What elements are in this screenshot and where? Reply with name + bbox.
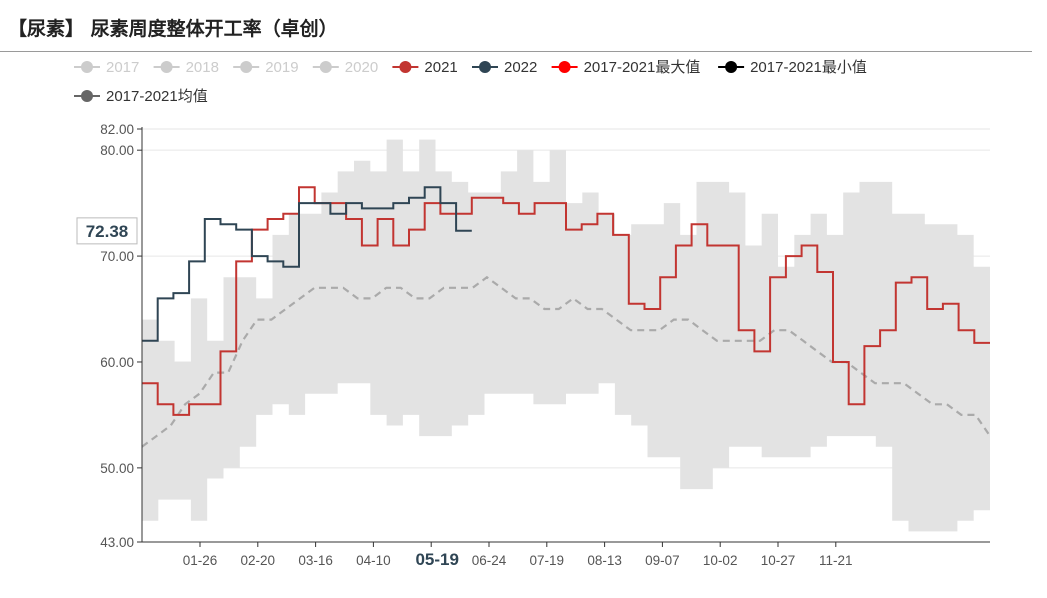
y-tick-label: 50.00	[100, 461, 134, 476]
y-tick-label: 80.00	[100, 143, 134, 158]
x-tick-label: 10-02	[703, 553, 738, 568]
series-line-mean	[141, 275, 991, 448]
legend-swatch-dot	[81, 90, 93, 102]
y-pointer-label: 72.38	[86, 222, 129, 241]
plot-area	[141, 128, 991, 543]
legend-item-3[interactable]: 2020	[312, 59, 378, 76]
x-tick-label: 05-19	[415, 550, 458, 569]
legend-swatch-dot	[479, 61, 491, 73]
legend-swatch-dot	[319, 61, 332, 73]
legend-swatch-dot	[81, 61, 93, 73]
y-tick-label: 70.00	[100, 249, 134, 264]
legend-label: 2017-2021最大值	[584, 59, 701, 76]
series-line-2021	[142, 186, 990, 416]
legend-swatch-dot	[558, 61, 571, 73]
legend-item-8[interactable]: 2017-2021均值	[74, 88, 208, 105]
legend-swatch-dot	[399, 61, 412, 73]
legend-item-0[interactable]: 2017	[74, 59, 139, 76]
x-tick-label: 11-21	[819, 553, 853, 568]
y-tick-label: 60.00	[100, 355, 134, 370]
max-min-band	[142, 139, 990, 532]
legend-label: 2019	[265, 59, 298, 76]
axes: 82.00 80.00 70.00 60.00 50.00 43.00 01-26 02-20…	[100, 122, 990, 569]
y-tick-label: 82.00	[100, 122, 134, 137]
legend-swatch-dot	[240, 61, 253, 73]
urea-operating-rate-chart: 2017 2018 2019 2020 2021 2022 2017-2021最大值 2017…	[74, 59, 991, 569]
legend-item-4[interactable]: 2021	[392, 59, 458, 76]
x-tick-label: 03-16	[298, 553, 333, 568]
x-tick-label: 08-13	[587, 553, 622, 568]
legend-swatch-dot	[160, 61, 173, 73]
legend-label: 2017	[106, 59, 139, 76]
x-tick-label: 06-24	[472, 553, 507, 568]
legend-label: 2022	[504, 59, 537, 76]
legend-label: 2018	[186, 59, 219, 76]
legend-label: 2017-2021均值	[106, 88, 208, 105]
x-tick-label: 04-10	[356, 553, 391, 568]
chart-overlay: 72.38	[76, 217, 138, 245]
legend-item-6[interactable]: 2017-2021最大值	[551, 59, 701, 76]
x-tick-label: 02-20	[241, 553, 276, 568]
legend-item-5[interactable]: 2022	[472, 59, 537, 76]
legend-label: 2020	[345, 59, 378, 76]
title-divider	[0, 51, 1032, 52]
legend-item-7[interactable]: 2017-2021最小值	[718, 59, 867, 76]
page-title: 【尿素】 尿素周度整体开工率（卓创）	[8, 18, 338, 40]
legend-swatch-dot	[725, 61, 738, 73]
chart-legend[interactable]: 2017 2018 2019 2020 2021 2022 2017-2021最大值 2017…	[74, 59, 867, 105]
y-pointer-box	[76, 217, 138, 245]
x-tick-label: 01-26	[183, 553, 218, 568]
y-tick-label: 43.00	[100, 535, 134, 550]
x-tick-label: 10-27	[761, 553, 796, 568]
series-line-2022	[142, 186, 472, 342]
x-tick-label: 09-07	[645, 553, 680, 568]
x-tick-label: 07-19	[530, 553, 565, 568]
legend-item-2[interactable]: 2019	[233, 59, 299, 76]
legend-label: 2021	[424, 59, 457, 76]
legend-item-1[interactable]: 2018	[153, 59, 219, 76]
legend-label: 2017-2021最小值	[750, 59, 867, 76]
